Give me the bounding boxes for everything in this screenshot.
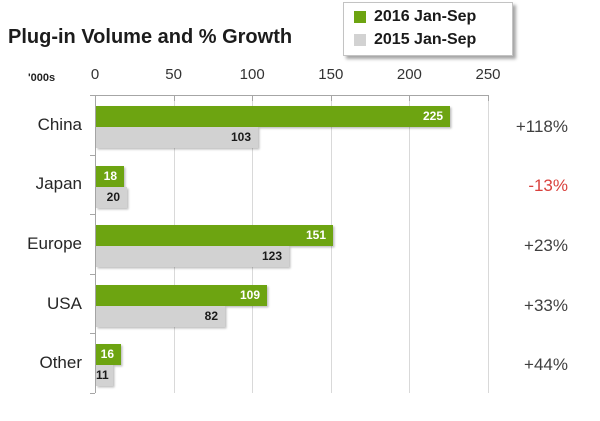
category-label-usa: USA bbox=[47, 294, 82, 313]
y-tick-mark-1 bbox=[90, 155, 95, 156]
x-tick-mark-200 bbox=[409, 95, 411, 101]
growth-label-other: +44% bbox=[524, 355, 568, 374]
category-label-europe: Europe bbox=[27, 234, 82, 253]
bar-value-label: 123 bbox=[261, 249, 282, 263]
growth-label-china: +118% bbox=[515, 117, 568, 136]
category-label-other: Other bbox=[39, 353, 82, 372]
x-tick-mark-250 bbox=[488, 95, 489, 101]
x-tick-label-50: 50 bbox=[165, 66, 182, 83]
bar-2016-europe: 151 bbox=[96, 225, 333, 246]
x-tick-label-100: 100 bbox=[239, 66, 265, 83]
bar-value-label: 11 bbox=[96, 368, 109, 382]
bar-value-label: 20 bbox=[106, 190, 120, 204]
bar-2015-china: 103 bbox=[96, 127, 258, 148]
axis-unit-label: '000s bbox=[28, 72, 56, 84]
bar-2016-china: 225 bbox=[96, 106, 450, 127]
bar-value-label: 103 bbox=[230, 130, 251, 144]
bar-2016-usa: 109 bbox=[96, 285, 267, 306]
x-tick-label-150: 150 bbox=[318, 66, 344, 83]
category-label-china: China bbox=[37, 115, 82, 134]
y-tick-mark-0 bbox=[90, 95, 95, 96]
bar-2015-japan: 20 bbox=[96, 187, 127, 208]
x-tick-mark-150 bbox=[330, 95, 332, 101]
bar-2015-europe: 123 bbox=[96, 246, 289, 267]
bar-2015-other: 11 bbox=[96, 365, 113, 386]
category-label-japan: Japan bbox=[35, 174, 82, 193]
growth-label-japan: -13% bbox=[528, 176, 568, 195]
y-tick-mark-end bbox=[90, 393, 95, 394]
legend-label-2015: 2015 Jan-Sep bbox=[374, 31, 477, 48]
bar-value-label: 16 bbox=[100, 347, 114, 361]
y-tick-mark-4 bbox=[90, 333, 95, 334]
bar-value-label: 18 bbox=[103, 169, 117, 183]
bar-value-label: 151 bbox=[305, 228, 326, 242]
legend-label-2016: 2016 Jan-Sep bbox=[374, 8, 477, 25]
y-tick-mark-3 bbox=[90, 274, 95, 275]
x-tick-mark-100 bbox=[252, 95, 254, 101]
x-tick-label-0: 0 bbox=[90, 66, 100, 83]
bar-2016-other: 16 bbox=[96, 344, 121, 365]
bar-value-label: 82 bbox=[204, 309, 218, 323]
gridline-250 bbox=[488, 95, 489, 393]
legend-swatch-2015-icon bbox=[354, 34, 366, 46]
x-tick-label-200: 200 bbox=[396, 66, 422, 83]
bar-value-label: 109 bbox=[239, 288, 260, 302]
chart-title: Plug-in Volume and % Growth bbox=[8, 26, 293, 48]
growth-label-europe: +23% bbox=[524, 236, 568, 255]
growth-label-usa: +33% bbox=[524, 296, 568, 315]
bar-2015-usa: 82 bbox=[96, 306, 225, 327]
bar-value-label: 225 bbox=[422, 109, 443, 123]
x-axis-line bbox=[95, 95, 489, 96]
bar-2016-japan: 18 bbox=[96, 166, 124, 187]
legend-item-2016: 2016 Jan-Sep bbox=[354, 8, 504, 26]
legend-item-2015: 2015 Jan-Sep bbox=[354, 31, 504, 49]
y-tick-mark-2 bbox=[90, 214, 95, 215]
legend: 2016 Jan-Sep 2015 Jan-Sep bbox=[343, 2, 513, 56]
y-axis-line bbox=[95, 95, 96, 393]
x-tick-label-250: 250 bbox=[475, 66, 501, 83]
legend-swatch-2016-icon bbox=[354, 11, 366, 23]
x-tick-mark-50 bbox=[173, 95, 175, 101]
gridline-200 bbox=[409, 95, 411, 393]
